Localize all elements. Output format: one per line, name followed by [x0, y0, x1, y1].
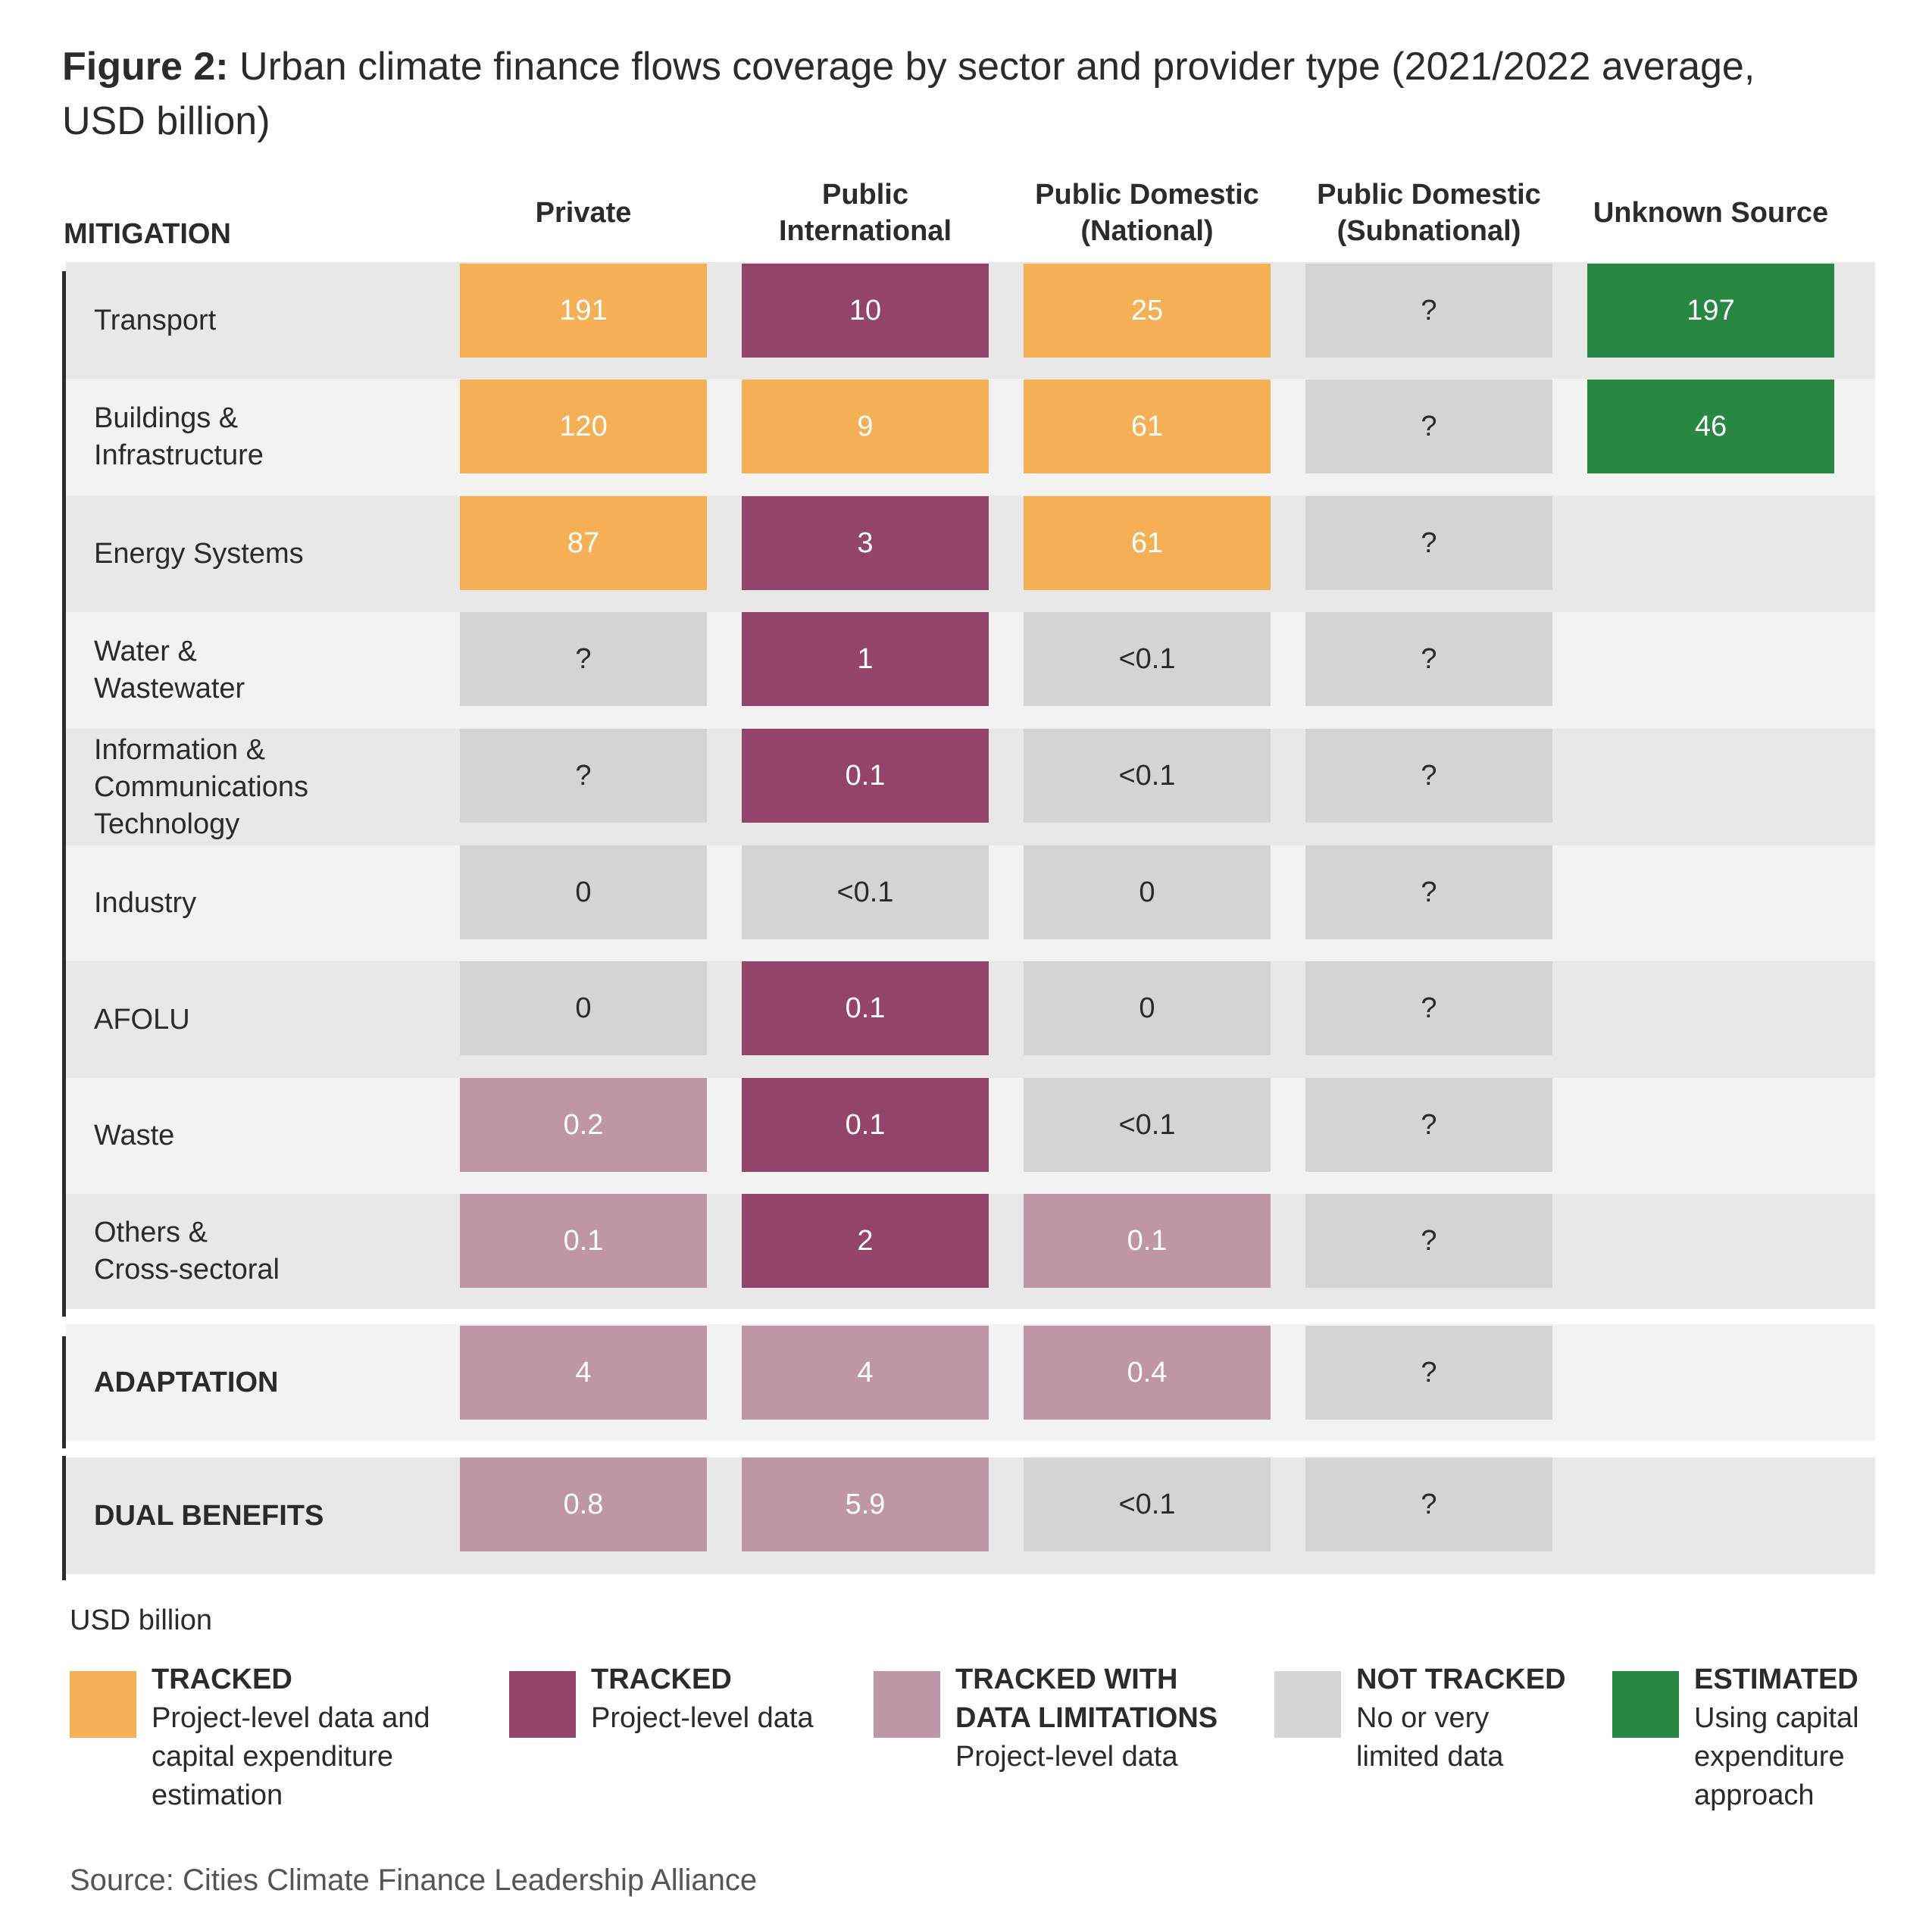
legend-description: Project-level data: [591, 1702, 814, 1734]
legend-title: TRACKED: [591, 1664, 732, 1695]
data-cell: <0.1: [742, 845, 989, 939]
data-cell: 0: [1024, 961, 1271, 1055]
data-cell: 0.1: [460, 1194, 707, 1288]
row-label: AFOLU: [94, 1003, 190, 1036]
row-label: Waste: [94, 1120, 175, 1151]
row-label: Industry: [94, 887, 197, 919]
data-cell: 0.2: [460, 1078, 707, 1172]
data-cell: ?: [1305, 380, 1552, 473]
data-cell: 25: [1024, 264, 1271, 358]
legend-title: ESTIMATED: [1694, 1664, 1859, 1695]
data-cell: 46: [1587, 380, 1834, 473]
row-label: Others & Cross-sectoral: [94, 1217, 280, 1286]
data-cell: ?: [1305, 961, 1552, 1055]
legend-entry: NOT TRACKED No or very limited data: [1356, 1661, 1566, 1776]
column-header: Public Domestic (Subnational): [1317, 179, 1541, 247]
column-header: Public Domestic (National): [1035, 179, 1259, 247]
column-header: Public International: [778, 179, 952, 247]
figure-title-text: Urban climate finance flows coverage by …: [62, 45, 1755, 143]
row-label: Information & Communications Technology: [94, 733, 308, 840]
legend-title: NOT TRACKED: [1356, 1664, 1566, 1695]
data-cell: 120: [460, 380, 707, 473]
row-label: Water & Wastewater: [94, 636, 245, 705]
legend-entry: TRACKED Project-level data and capital ex…: [152, 1661, 430, 1815]
data-cell: 10: [742, 264, 989, 358]
legend-swatch: [70, 1671, 136, 1738]
data-cell: 0.1: [742, 729, 989, 823]
figure-title: Figure 2: Urban climate finance flows co…: [62, 39, 1805, 148]
data-cell: 191: [460, 264, 707, 358]
dual-benefits-group-bar: [62, 1456, 66, 1580]
data-cell: ?: [1305, 845, 1552, 939]
data-cell: <0.1: [1024, 1078, 1271, 1172]
legend-entry: ESTIMATED Using capital expenditure appro…: [1694, 1661, 1859, 1815]
data-cell: ?: [460, 612, 707, 706]
legend-description: Project-level data and capital expenditu…: [152, 1702, 430, 1811]
data-cell: 1: [742, 612, 989, 706]
data-cell: 61: [1024, 380, 1271, 473]
section-label-mitigation: MITIGATION: [64, 218, 231, 250]
data-cell: 0.4: [1024, 1326, 1271, 1420]
legend-title: TRACKED WITH DATA LIMITATIONS: [955, 1664, 1218, 1734]
data-cell: ?: [1305, 496, 1552, 590]
data-cell: ?: [460, 729, 707, 823]
data-cell: 61: [1024, 496, 1271, 590]
data-cell: 0: [1024, 845, 1271, 939]
legend-description: Project-level data: [955, 1741, 1178, 1773]
data-cell: ?: [1305, 612, 1552, 706]
units-label: USD billion: [70, 1604, 212, 1636]
data-cell: 0.1: [742, 961, 989, 1055]
legend-description: Using capital expenditure approach: [1694, 1702, 1859, 1811]
data-cell: 197: [1587, 264, 1834, 358]
adaptation-group-bar: [62, 1336, 66, 1448]
column-header: Private: [535, 197, 632, 229]
legend-swatch: [874, 1671, 940, 1738]
figure-number: Figure 2:: [62, 45, 229, 89]
legend-swatch: [509, 1671, 576, 1738]
row-label: Buildings & Infrastructure: [94, 402, 264, 471]
data-cell: 87: [460, 496, 707, 590]
mitigation-group-bar: [62, 271, 66, 1317]
source-note: Source: Cities Climate Finance Leadershi…: [70, 1864, 758, 1897]
row-label: Energy Systems: [94, 537, 304, 570]
column-header: Unknown Source: [1593, 197, 1829, 229]
legend-entry: TRACKED WITH DATA LIMITATIONS Project-lev…: [955, 1661, 1218, 1776]
row-label: Transport: [94, 304, 217, 336]
data-cell: <0.1: [1024, 729, 1271, 823]
data-cell: 0: [460, 845, 707, 939]
data-cell: 0.8: [460, 1457, 707, 1551]
data-cell: ?: [1305, 1194, 1552, 1288]
data-cell: 0: [460, 961, 707, 1055]
data-cell: 3: [742, 496, 989, 590]
legend-swatch: [1274, 1671, 1341, 1738]
data-cell: ?: [1305, 729, 1552, 823]
data-cell: 0.1: [1024, 1194, 1271, 1288]
legend-description: No or very limited data: [1356, 1702, 1504, 1773]
row-label: DUAL BENEFITS: [94, 1499, 324, 1532]
data-cell: 2: [742, 1194, 989, 1288]
data-cell: ?: [1305, 1326, 1552, 1420]
data-cell: ?: [1305, 1078, 1552, 1172]
legend-swatch: [1612, 1671, 1679, 1738]
row-label: ADAPTATION: [94, 1366, 279, 1398]
data-cell: 5.9: [742, 1457, 989, 1551]
data-cell: 9: [742, 380, 989, 473]
data-cell: <0.1: [1024, 612, 1271, 706]
legend-entry: TRACKED Project-level data: [591, 1661, 814, 1738]
legend-title: TRACKED: [152, 1664, 292, 1695]
data-cell: <0.1: [1024, 1457, 1271, 1551]
data-cell: ?: [1305, 264, 1552, 358]
data-cell: 4: [742, 1326, 989, 1420]
data-cell: ?: [1305, 1457, 1552, 1551]
data-cell: 0.1: [742, 1078, 989, 1172]
data-cell: 4: [460, 1326, 707, 1420]
